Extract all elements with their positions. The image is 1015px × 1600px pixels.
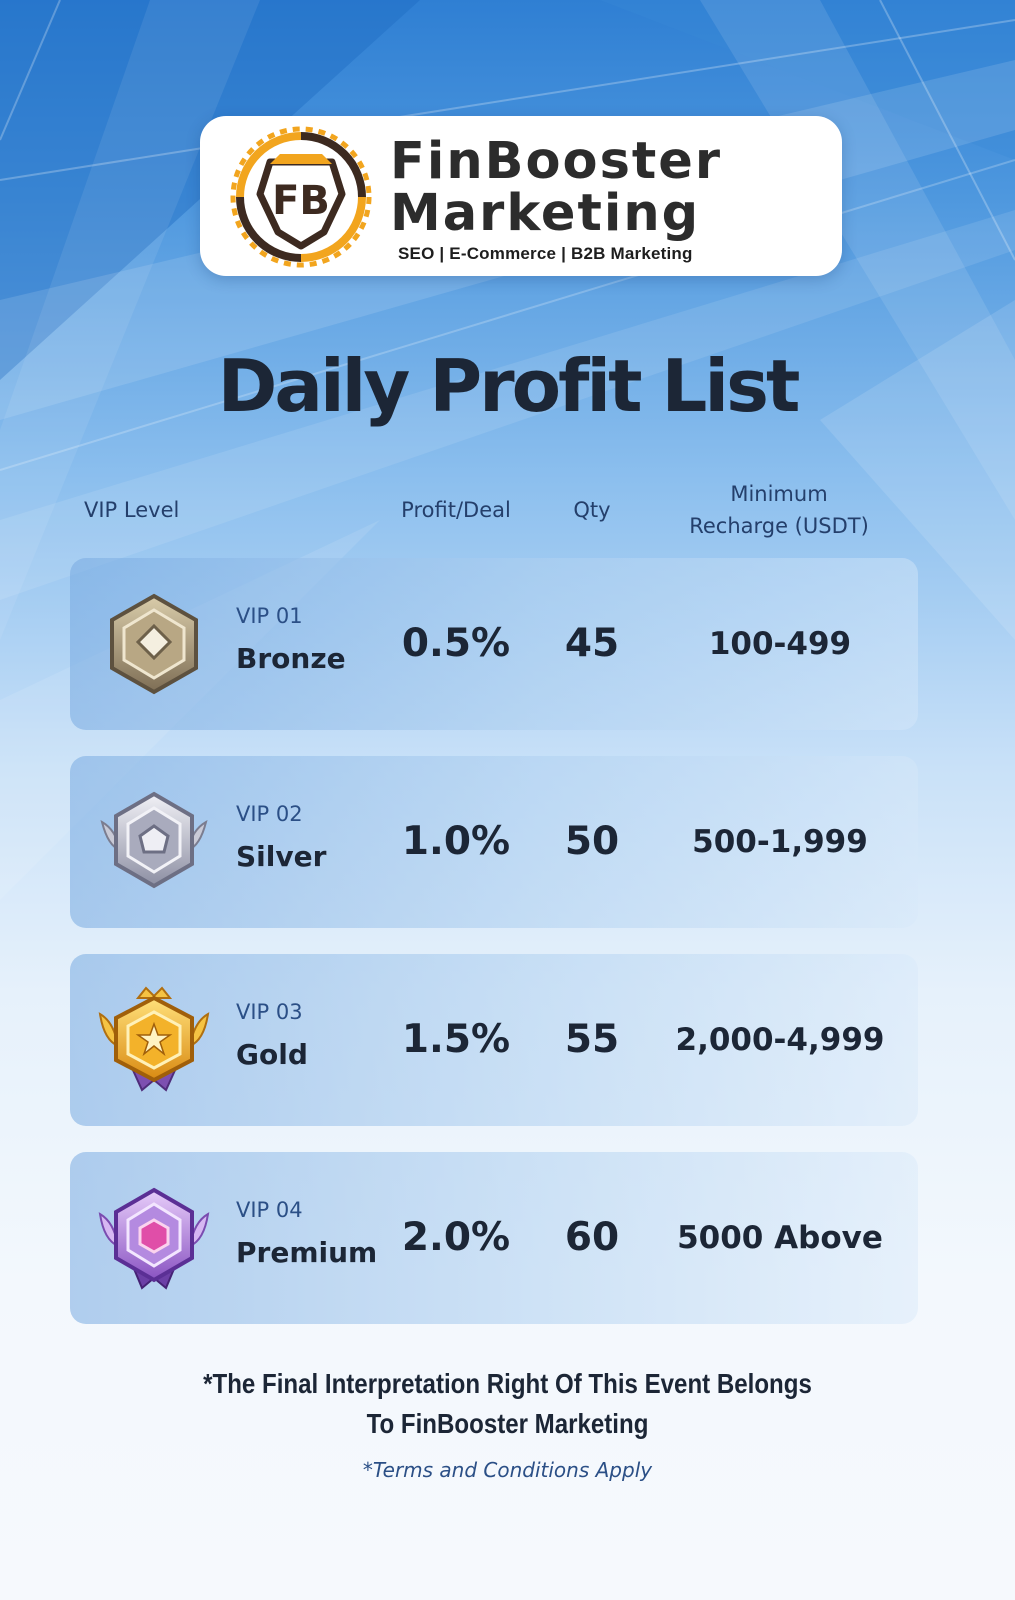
tier-profit: 1.5% xyxy=(401,1017,511,1062)
tier-min-recharge: 500-1,999 xyxy=(692,824,868,860)
footer-disclaimer-line2: To FinBooster Marketing xyxy=(366,1408,649,1439)
tier-name: Silver xyxy=(236,840,327,873)
tier-name: Gold xyxy=(236,1038,308,1071)
tier-name: Bronze xyxy=(236,642,346,675)
brand-name-line1: FinBooster xyxy=(390,132,723,191)
silver-badge-icon xyxy=(100,791,208,889)
svg-text:FB: FB xyxy=(272,178,330,224)
brand-name-line2: Marketing xyxy=(390,184,701,243)
tier-profit: 2.0% xyxy=(401,1215,511,1260)
gold-badge-icon xyxy=(98,986,210,1092)
tier-code: VIP 03 xyxy=(236,1000,303,1024)
tier-profit: 0.5% xyxy=(401,621,511,666)
tier-row-premium: VIP 04 Premium 2.0% 60 5000 Above xyxy=(70,1152,918,1324)
page-title: Daily Profit List xyxy=(217,344,801,428)
tier-code: VIP 04 xyxy=(236,1198,303,1222)
footer-disclaimer: *The Final Interpretation Right Of This … xyxy=(71,1364,944,1444)
column-header-minimum-line2: Recharge (USDT) xyxy=(689,514,869,538)
bronze-badge-icon xyxy=(110,593,198,695)
tier-qty: 60 xyxy=(564,1215,620,1260)
column-header-profit-deal: Profit/Deal xyxy=(401,498,511,522)
column-header-minimum-line1: Minimum xyxy=(730,482,828,506)
terms-note: *Terms and Conditions Apply xyxy=(362,1458,653,1482)
column-header-vip-level: VIP Level xyxy=(84,498,180,522)
premium-badge-icon xyxy=(98,1187,210,1290)
tier-profit: 1.0% xyxy=(401,819,511,864)
tier-min-recharge: 5000 Above xyxy=(677,1220,883,1256)
tier-qty: 45 xyxy=(564,621,620,666)
column-header-qty: Qty xyxy=(573,498,611,522)
tier-row-bronze: VIP 01 Bronze 0.5% 45 100-499 xyxy=(70,558,918,730)
tier-min-recharge: 2,000-4,999 xyxy=(675,1022,885,1058)
tier-row-silver: VIP 02 Silver 1.0% 50 500-1,999 xyxy=(70,756,918,928)
logo-card: FB FinBooster Marketing SEO | E-Commerce… xyxy=(200,116,842,276)
tier-code: VIP 02 xyxy=(236,802,303,826)
finbooster-logo-icon: FB xyxy=(230,126,372,268)
tier-row-gold: VIP 03 Gold 1.5% 55 2,000-4,999 xyxy=(70,954,918,1126)
column-header-minimum-recharge: Minimum Recharge (USDT) xyxy=(664,478,894,542)
brand-tagline: SEO | E-Commerce | B2B Marketing xyxy=(398,244,693,263)
tier-name: Premium xyxy=(236,1236,378,1269)
tier-qty: 50 xyxy=(564,819,620,864)
footer-disclaimer-line1: *The Final Interpretation Right Of This … xyxy=(203,1368,812,1399)
tier-min-recharge: 100-499 xyxy=(708,626,852,662)
tier-qty: 55 xyxy=(564,1017,620,1062)
tier-code: VIP 01 xyxy=(236,604,303,628)
